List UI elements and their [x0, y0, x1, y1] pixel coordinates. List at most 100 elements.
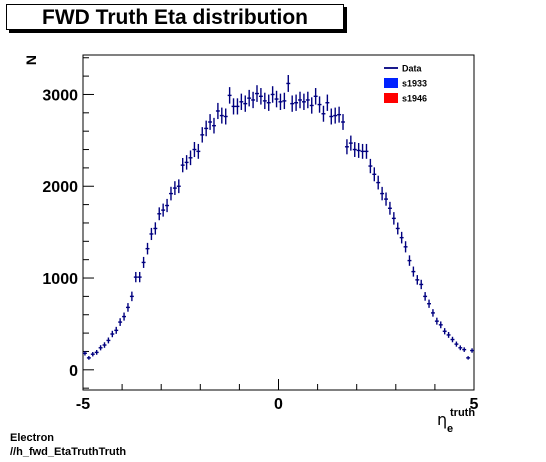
data-point	[196, 143, 201, 159]
legend: Data s1933 s1946	[384, 64, 427, 104]
data-point	[387, 201, 392, 215]
data-point	[321, 105, 326, 122]
data-point	[262, 92, 267, 110]
data-point	[380, 186, 385, 201]
data-point	[90, 352, 95, 357]
x-axis-label: η	[437, 410, 447, 429]
data-point	[258, 88, 263, 105]
data-point	[286, 75, 291, 92]
data-point	[83, 351, 87, 356]
data-point	[368, 158, 373, 174]
y-tick-label: 1000	[42, 271, 78, 288]
data-point	[106, 337, 111, 344]
data-point	[188, 150, 193, 166]
data-point	[169, 186, 173, 201]
data-series	[83, 75, 474, 360]
data-point	[223, 108, 228, 125]
data-point	[337, 106, 342, 123]
data-point	[176, 179, 181, 194]
data-point	[235, 98, 240, 115]
data-point	[172, 181, 177, 195]
data-point	[391, 212, 396, 225]
data-point	[376, 175, 381, 190]
data-point	[247, 89, 252, 107]
data-point	[360, 143, 365, 159]
footer-particle-label: Electron	[10, 432, 55, 444]
data-point	[317, 96, 322, 113]
data-point	[462, 347, 467, 352]
data-point	[270, 86, 275, 103]
data-point	[239, 93, 244, 110]
data-point	[454, 341, 459, 347]
data-point	[122, 312, 127, 321]
data-point	[458, 345, 463, 351]
data-point	[333, 107, 338, 124]
data-point	[384, 192, 388, 206]
x-tick-label: 0	[274, 396, 283, 413]
data-point	[133, 271, 138, 283]
data-point	[114, 326, 119, 334]
data-point	[118, 318, 123, 326]
data-point	[153, 222, 158, 235]
data-point	[126, 303, 130, 312]
data-point	[442, 328, 447, 335]
data-point	[438, 321, 443, 329]
y-tick-label: 2000	[42, 179, 78, 196]
data-point	[102, 342, 107, 348]
data-point	[208, 114, 213, 130]
data-point	[215, 102, 220, 120]
data-point	[364, 143, 369, 159]
data-point	[313, 88, 318, 105]
data-point	[352, 142, 357, 157]
data-point	[255, 85, 259, 102]
legend-label: Data	[402, 64, 423, 74]
y-axis-label: N	[23, 55, 39, 65]
data-point	[325, 94, 330, 111]
data-point	[129, 291, 134, 302]
x-axis-label-superscript: truth	[450, 407, 475, 419]
data-point	[301, 93, 306, 110]
data-point	[251, 91, 256, 109]
data-point	[98, 345, 103, 351]
data-point	[274, 90, 279, 108]
data-point	[294, 94, 299, 111]
legend-marker-box	[384, 93, 398, 103]
x-axis-label-subscript: e	[447, 423, 453, 435]
data-point	[219, 107, 224, 124]
data-point	[290, 95, 295, 112]
data-point	[149, 227, 154, 241]
data-point	[329, 108, 334, 125]
legend-marker-box	[384, 78, 398, 88]
data-point	[411, 266, 416, 277]
data-point	[231, 98, 236, 115]
data-point	[434, 317, 439, 325]
data-point	[399, 231, 404, 244]
data-point	[450, 336, 455, 343]
data-point	[348, 135, 353, 151]
data-point	[466, 356, 471, 360]
data-point	[180, 157, 185, 173]
data-point	[227, 87, 232, 104]
legend-label: s1946	[402, 94, 427, 104]
data-point	[200, 127, 205, 143]
data-point	[243, 95, 248, 112]
y-tick-label: 3000	[42, 87, 78, 104]
data-point	[344, 139, 349, 155]
chart-title: FWD Truth Eta distribution	[42, 6, 308, 29]
data-point	[341, 114, 345, 130]
data-point	[165, 198, 170, 213]
data-point	[141, 256, 146, 268]
data-point	[356, 143, 361, 158]
data-point	[184, 155, 189, 170]
y-tick-label: 0	[69, 363, 78, 380]
data-point	[145, 242, 150, 255]
data-point	[415, 275, 420, 285]
data-point	[282, 92, 287, 110]
title-box: FWD Truth Eta distribution	[6, 4, 344, 30]
legend-label: s1933	[402, 79, 427, 89]
x-tick-label: -5	[76, 396, 90, 413]
data-point	[430, 309, 435, 317]
plot-frame	[82, 54, 475, 391]
data-point	[305, 91, 310, 109]
